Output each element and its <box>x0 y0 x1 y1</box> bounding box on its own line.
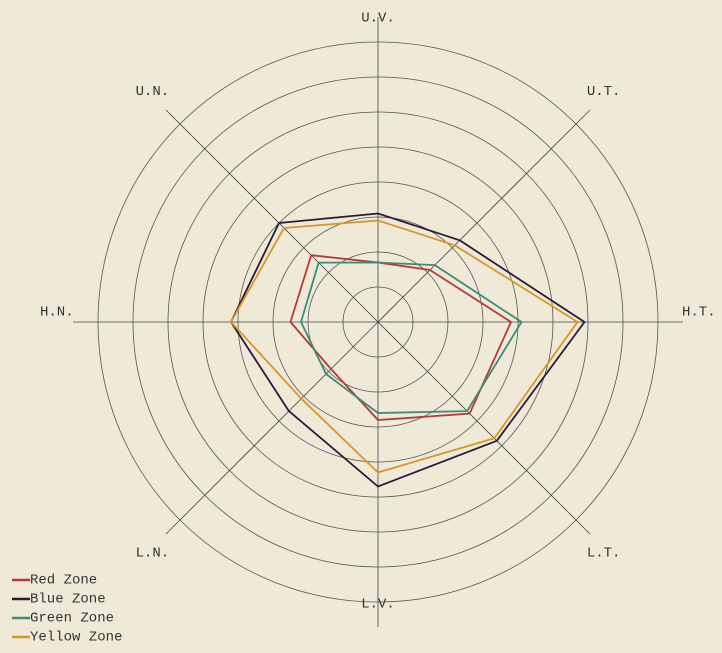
legend-label: Red Zone <box>30 573 97 589</box>
axis-label: H.T. <box>682 305 716 321</box>
series-line <box>289 254 512 421</box>
legend-label: Blue Zone <box>30 592 106 608</box>
axis-label: U.T. <box>587 84 621 100</box>
axis-label: U.V. <box>361 11 395 27</box>
axis-label: U.N. <box>136 84 170 100</box>
axis-line <box>377 321 591 535</box>
axis-line <box>377 109 591 323</box>
axis-line <box>165 109 379 323</box>
legend-label: Yellow Zone <box>30 630 122 646</box>
axis-label: H.N. <box>40 305 74 321</box>
axis-label: L.N. <box>136 545 170 561</box>
series-line <box>230 219 579 474</box>
axis-line <box>165 321 379 535</box>
series-line <box>230 212 586 488</box>
series-line <box>300 261 523 414</box>
axis-label: L.V. <box>361 597 395 613</box>
legend-label: Green Zone <box>30 611 114 627</box>
axis-label: L.T. <box>587 545 621 561</box>
